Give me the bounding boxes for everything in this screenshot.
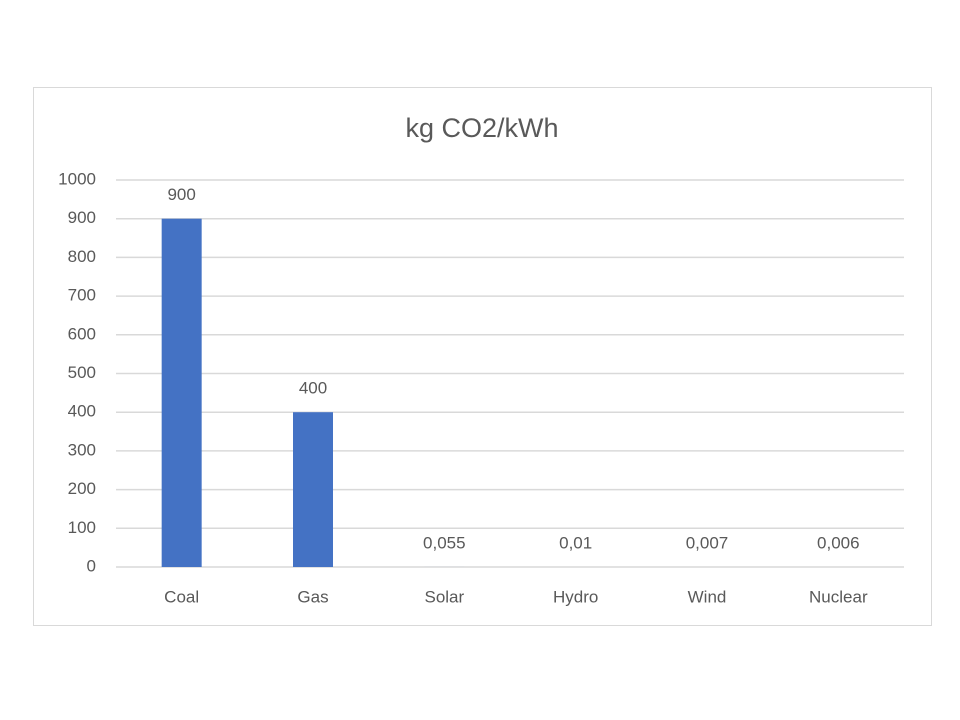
data-label: 0,055 (423, 533, 466, 552)
bar (293, 412, 333, 567)
y-tick-label: 800 (68, 247, 96, 266)
y-tick-label: 100 (68, 518, 96, 537)
x-tick-label: Gas (297, 587, 328, 606)
y-tick-label: 1000 (58, 169, 96, 188)
data-label: 0,01 (559, 533, 592, 552)
x-tick-label: Coal (164, 587, 199, 606)
y-tick-label: 200 (68, 479, 96, 498)
y-tick-label: 500 (68, 363, 96, 382)
x-tick-label: Hydro (553, 587, 598, 606)
data-label: 0,007 (686, 533, 729, 552)
x-tick-label: Solar (424, 587, 464, 606)
data-label: 900 (167, 185, 195, 204)
y-tick-label: 600 (68, 324, 96, 343)
x-tick-label: Nuclear (809, 587, 868, 606)
y-tick-label: 400 (68, 402, 96, 421)
y-tick-label: 0 (87, 556, 96, 575)
y-tick-label: 700 (68, 286, 96, 305)
y-tick-label: 900 (68, 208, 96, 227)
bar (161, 218, 202, 567)
y-tick-label: 300 (68, 440, 96, 459)
data-label: 400 (299, 379, 327, 398)
data-label: 0,006 (817, 533, 860, 552)
chart-title: kg CO2/kWh (405, 113, 558, 143)
x-tick-label: Wind (688, 587, 727, 606)
